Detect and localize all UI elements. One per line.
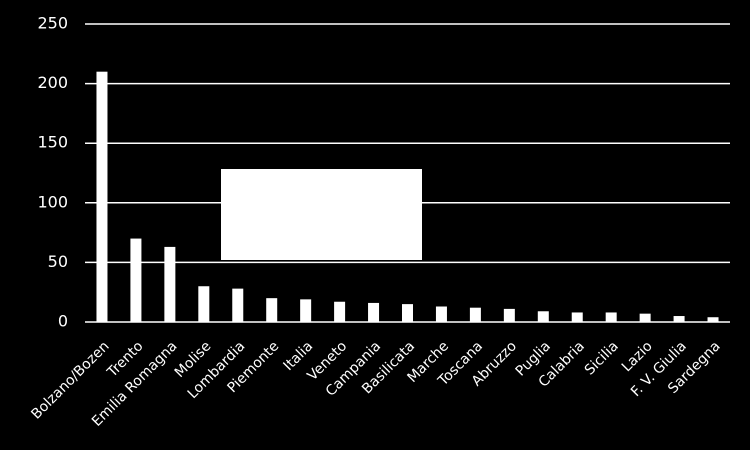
bar	[368, 302, 380, 322]
y-tick-label: 50	[48, 252, 68, 271]
bar	[537, 311, 549, 322]
blank-box	[221, 169, 422, 260]
y-tick-label: 250	[37, 14, 68, 33]
x-tick-label: Sicilia	[582, 338, 622, 378]
bar	[469, 307, 481, 322]
bar	[707, 317, 719, 322]
bar	[232, 288, 244, 322]
bar	[266, 298, 278, 322]
bar	[300, 299, 312, 322]
bar	[130, 238, 142, 322]
bar	[571, 312, 583, 322]
bar	[673, 316, 685, 322]
bar	[96, 71, 108, 323]
bar	[605, 312, 617, 322]
bar	[639, 313, 651, 322]
y-tick-label: 0	[58, 312, 68, 331]
bar	[503, 308, 515, 322]
bar	[164, 246, 176, 322]
bar	[198, 286, 210, 322]
y-tick-label: 200	[37, 73, 68, 92]
bar	[334, 301, 346, 322]
bar	[435, 306, 447, 322]
y-tick-label: 150	[37, 133, 68, 152]
bar	[402, 304, 413, 322]
y-tick-label: 100	[37, 192, 68, 211]
